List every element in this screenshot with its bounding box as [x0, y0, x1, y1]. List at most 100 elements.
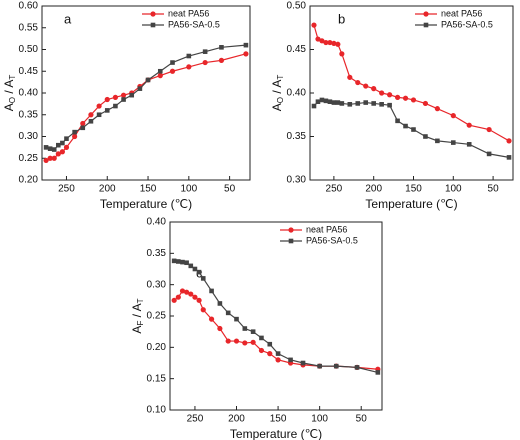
marker [72, 129, 77, 135]
legend-marker [288, 238, 294, 244]
marker [387, 102, 392, 108]
marker [331, 40, 337, 47]
marker [179, 288, 186, 294]
marker [202, 49, 208, 54]
marker [311, 103, 317, 109]
legend-label: PA56-SA-0.5 [441, 19, 493, 29]
marker [331, 100, 337, 105]
marker [375, 370, 381, 375]
marker [188, 291, 194, 297]
marker [434, 106, 440, 112]
y-tick-label: 0.50 [287, 1, 307, 12]
marker [51, 155, 57, 161]
marker [219, 45, 224, 50]
panel-label: b [338, 11, 345, 26]
marker [339, 51, 345, 57]
marker [175, 294, 181, 300]
marker [234, 316, 239, 322]
marker [104, 108, 110, 113]
marker [243, 42, 249, 48]
marker [363, 83, 369, 89]
series-line [313, 24, 510, 142]
y-tick-label: 0.35 [147, 248, 167, 259]
marker [96, 103, 102, 109]
marker [411, 127, 416, 132]
x-axis-title: Temperature (℃) [100, 197, 192, 211]
marker [63, 144, 70, 150]
series-line [45, 53, 247, 161]
legend-marker [423, 22, 429, 28]
marker [315, 36, 321, 42]
x-tick-label: 250 [187, 414, 204, 425]
marker [186, 64, 192, 70]
marker [225, 310, 231, 316]
marker [333, 363, 339, 369]
y-tick-label: 0.10 [147, 405, 167, 416]
marker [335, 100, 341, 105]
marker [196, 297, 202, 303]
legend-label: PA56-SA-0.5 [306, 235, 358, 245]
x-tick-label: 100 [180, 184, 197, 195]
legend-label: neat PA56 [441, 8, 482, 18]
x-tick-label: 150 [405, 184, 422, 195]
marker [347, 102, 353, 107]
y-tick-label: 0.15 [147, 373, 167, 384]
marker [184, 260, 189, 266]
marker [217, 301, 223, 306]
marker [486, 151, 492, 157]
x-tick-label: 200 [365, 184, 382, 195]
y-tick-label: 0.60 [19, 1, 39, 12]
y-tick-label: 0.30 [287, 175, 307, 186]
marker [112, 94, 119, 100]
marker [137, 86, 143, 91]
marker [64, 136, 69, 141]
x-axis-title: Temperature (℃) [365, 197, 457, 211]
marker [410, 97, 417, 103]
legend-label: neat PA56 [168, 8, 209, 18]
y-tick-label: 0.30 [147, 279, 167, 290]
marker [259, 335, 264, 341]
marker [186, 53, 192, 59]
y-axis-title: AO / AT [2, 75, 17, 112]
y-tick-label: 0.25 [19, 153, 39, 164]
y-tick-label: 0.55 [19, 22, 39, 33]
marker [315, 99, 321, 104]
marker [170, 60, 175, 65]
marker [379, 102, 384, 107]
marker [339, 101, 345, 106]
marker [250, 339, 256, 345]
marker [60, 140, 65, 146]
marker [275, 351, 281, 356]
marker [506, 138, 512, 144]
marker [435, 138, 440, 144]
marker [59, 149, 65, 155]
x-tick-label: 200 [99, 184, 116, 195]
x-tick-label: 50 [356, 414, 368, 425]
y-tick-label: 0.40 [19, 88, 39, 99]
y-tick-label: 0.35 [19, 109, 39, 120]
marker [157, 73, 163, 79]
marker [55, 151, 61, 157]
marker [506, 155, 512, 160]
marker [43, 145, 49, 150]
marker [56, 142, 61, 148]
x-tick-label: 50 [224, 184, 236, 195]
marker [267, 351, 273, 357]
marker [129, 92, 135, 98]
marker [200, 307, 206, 313]
marker [180, 259, 185, 265]
marker [402, 95, 409, 101]
marker [157, 68, 163, 74]
panel-label: a [64, 11, 72, 26]
marker [225, 338, 231, 344]
marker [80, 120, 86, 127]
panel: 0.30 0.35 0.40 0.45 0.50 250 200 150 100 50 Temper… [270, 1, 514, 211]
series-line [173, 290, 378, 370]
marker [88, 118, 94, 124]
marker [288, 357, 293, 363]
marker [486, 126, 492, 133]
x-tick-label: 100 [311, 414, 328, 425]
marker [80, 125, 86, 131]
marker [355, 79, 361, 86]
marker [113, 103, 118, 109]
